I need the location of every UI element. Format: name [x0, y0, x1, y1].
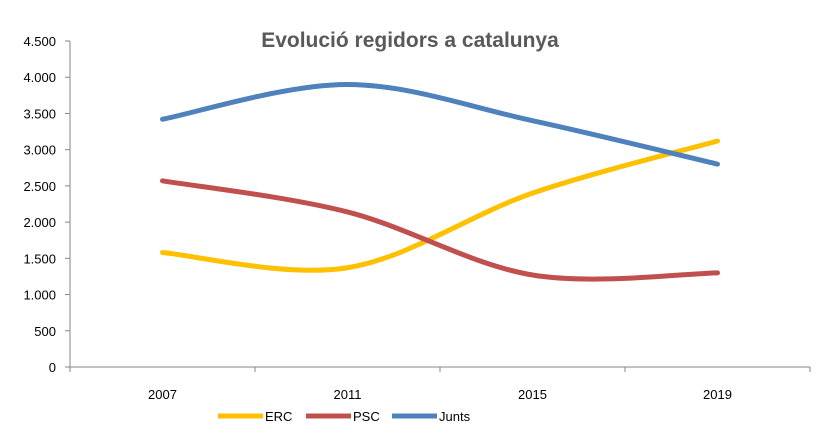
series-line-erc — [160, 138, 720, 273]
y-tick-label: 4.500 — [23, 34, 56, 49]
x-tick-label: 2011 — [334, 387, 362, 402]
series-line-psc — [160, 178, 720, 282]
y-tick-label: 2.500 — [23, 179, 56, 194]
y-tick-label: 2.000 — [23, 215, 56, 230]
series-line-junts — [160, 81, 720, 167]
y-tick-label: 3.000 — [23, 143, 56, 158]
legend-label-psc: PSC — [353, 409, 380, 424]
legend-label-junts: Junts — [439, 409, 471, 424]
x-tick-label: 2019 — [703, 387, 732, 402]
y-tick-label: 500 — [34, 324, 56, 339]
chart-title: Evolució regidors a catalunya — [261, 29, 559, 52]
y-tick-label: 1.500 — [23, 251, 56, 266]
x-tick-label: 2015 — [518, 387, 547, 402]
legend-label-erc: ERC — [265, 409, 292, 424]
y-tick-label: 1.000 — [23, 288, 56, 303]
y-tick-label: 4.000 — [23, 70, 56, 85]
x-tick-label: 2007 — [148, 387, 177, 402]
y-tick-label: 3.500 — [23, 106, 56, 121]
y-tick-label: 0 — [49, 360, 56, 375]
